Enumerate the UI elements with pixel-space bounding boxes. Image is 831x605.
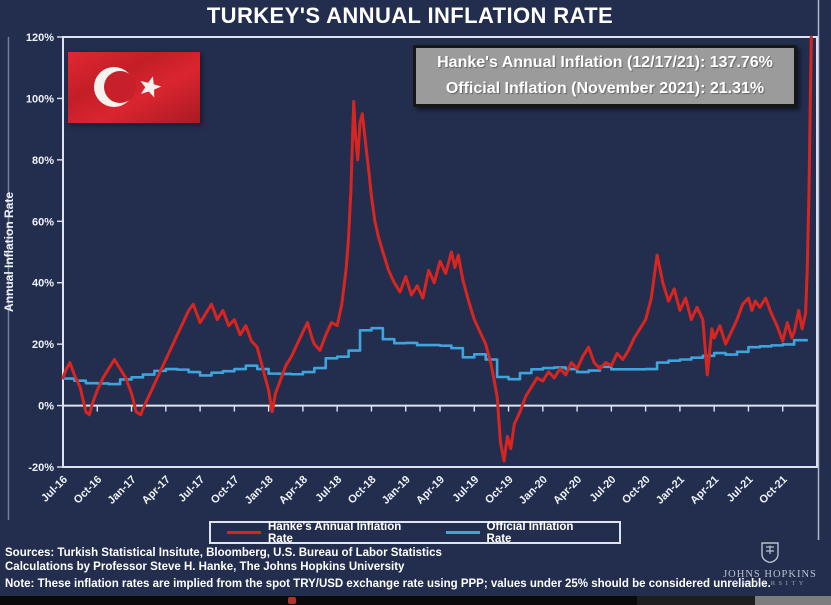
- x-tick-label: Apr-21: [688, 474, 721, 507]
- x-tick-label: Jul-17: [176, 474, 207, 505]
- annotation-box: Hanke's Annual Inflation (12/17/21): 137…: [413, 45, 797, 107]
- x-tick-label: Apr-18: [277, 474, 310, 507]
- y-tick-label: 100%: [26, 93, 54, 105]
- y-tick-label: 40%: [32, 278, 54, 290]
- jhu-logo-name: JOHNS HOPKINS: [723, 569, 817, 580]
- legend-hanke-label: Hanke's Annual Inflation Rate: [268, 520, 402, 545]
- footer-note: Note: These inflation rates are implied …: [5, 578, 771, 590]
- x-tick-label: Jul-18: [313, 474, 344, 505]
- y-tick-label: 0%: [38, 401, 54, 413]
- flag-star-icon: [140, 76, 162, 98]
- annotation-line-1: Hanke's Annual Inflation (12/17/21): 137…: [437, 54, 773, 72]
- legend: Hanke's Annual Inflation Rate Official I…: [209, 520, 621, 545]
- turkey-flag-graphic: [68, 52, 200, 123]
- x-tick-label: Apr-17: [140, 474, 173, 507]
- bottom-bar-right-segment: [755, 596, 831, 605]
- legend-item-hanke: Hanke's Annual Inflation Rate: [227, 521, 424, 545]
- x-tick-label: Oct-17: [209, 474, 242, 507]
- x-tick-label: Oct-16: [72, 474, 105, 507]
- y-tick-label: 120%: [26, 32, 54, 44]
- x-tick-label: Jul-16: [39, 474, 70, 505]
- x-tick-label: Jul-19: [450, 474, 481, 505]
- x-tick-label: Oct-19: [483, 474, 516, 507]
- y-axis-title: Annual Inflation Rate: [2, 192, 16, 312]
- footer-sources: Sources: Turkish Statistical Insitute, B…: [5, 547, 442, 559]
- x-tick-label: Apr-19: [414, 474, 447, 507]
- y-tick-label: 20%: [32, 339, 54, 351]
- x-tick-label: Oct-20: [620, 474, 653, 507]
- progress-marker[interactable]: [288, 597, 296, 604]
- x-tick-label: Jan-20: [517, 474, 550, 507]
- jhu-logo: JOHNS HOPKINS UNIVERSITY: [711, 542, 829, 587]
- official-inflation-line: [63, 326, 808, 386]
- footer-calculations: Calculations by Professor Steve H. Hanke…: [5, 561, 405, 573]
- chart-title: TURKEY'S ANNUAL INFLATION RATE: [206, 3, 614, 28]
- plot-frame: [62, 36, 818, 468]
- legend-item-official: Official Inflation Rate: [445, 520, 597, 545]
- legend-official-label: Official Inflation Rate: [486, 520, 574, 545]
- x-tick-label: Jan-17: [106, 474, 139, 507]
- y-tick-label: -20%: [28, 462, 54, 474]
- hanke-line-swatch: [227, 530, 261, 535]
- turkey-flag: [68, 52, 200, 123]
- official-line-swatch: [445, 530, 480, 535]
- jhu-shield-icon: [761, 542, 779, 564]
- y-tick-label: 60%: [32, 216, 54, 228]
- annotation-line-2: Official Inflation (November 2021): 21.3…: [445, 80, 765, 97]
- x-tick-label: Jan-21: [654, 474, 687, 507]
- x-tick-label: Jan-19: [380, 474, 413, 507]
- x-tick-label: Oct-21: [757, 474, 790, 507]
- x-tick-label: Oct-18: [346, 474, 379, 507]
- bottom-bar[interactable]: [0, 596, 831, 605]
- jhu-logo-university: UNIVERSITY: [733, 580, 807, 587]
- x-tick-label: Apr-20: [551, 474, 584, 507]
- x-tick-label: Jan-18: [243, 474, 276, 507]
- hanke-inflation-line: [61, 35, 813, 463]
- x-tick-label: Jul-21: [725, 474, 756, 505]
- x-tick-label: Jul-20: [588, 474, 619, 505]
- y-tick-label: 80%: [32, 155, 54, 167]
- bottom-bar-segment: [637, 596, 755, 605]
